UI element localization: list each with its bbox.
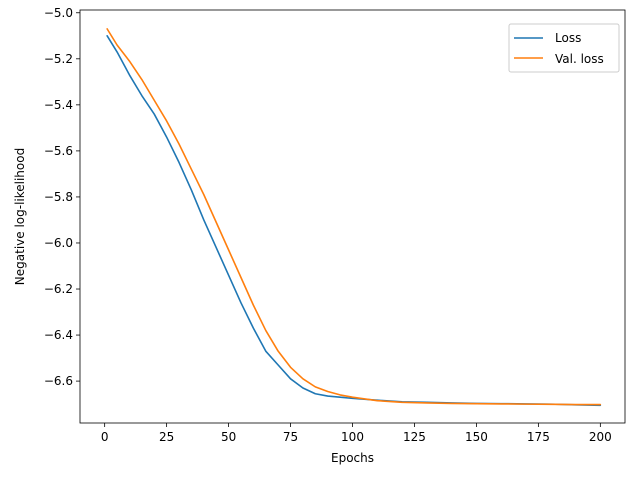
y-tick-label: −6.4 <box>44 328 73 342</box>
series-layer <box>106 28 602 407</box>
y-tick-label: −5.2 <box>44 52 73 66</box>
x-tick-label: 25 <box>159 430 174 444</box>
legend: Loss Val. loss <box>508 23 620 73</box>
y-tick-label: −6.2 <box>44 282 73 296</box>
x-axis-label: Epochs <box>331 451 374 465</box>
y-tick-label: −5.4 <box>44 98 73 112</box>
x-tick-label: 175 <box>527 430 550 444</box>
x-tick-label: 75 <box>283 430 298 444</box>
series-line-val-loss <box>106 28 602 406</box>
x-tick-label: 200 <box>589 430 612 444</box>
y-tick-label: −5.6 <box>44 144 73 158</box>
y-tick-label: −6.0 <box>44 236 73 250</box>
x-tick-label: 0 <box>101 430 109 444</box>
x-tick-label: 50 <box>221 430 236 444</box>
legend-box <box>508 23 620 73</box>
x-tick-label: 150 <box>465 430 488 444</box>
y-axis-label: Negative log-likelihood <box>13 148 27 285</box>
y-tick-label: −6.6 <box>44 374 73 388</box>
legend-label-val-loss: Val. loss <box>555 52 604 66</box>
legend-label-loss: Loss <box>555 31 581 45</box>
y-tick-label: −5.8 <box>44 190 73 204</box>
x-tick-label: 100 <box>341 430 364 444</box>
x-axis: 0 25 50 75 100 125 150 175 200 <box>101 423 612 444</box>
y-tick-label: −5.0 <box>44 6 73 20</box>
y-axis: −5.0 −5.2 −5.4 −5.6 −5.8 −6.0 −6.2 −6.4 −6.6 <box>44 6 80 388</box>
x-tick-label: 125 <box>403 430 426 444</box>
